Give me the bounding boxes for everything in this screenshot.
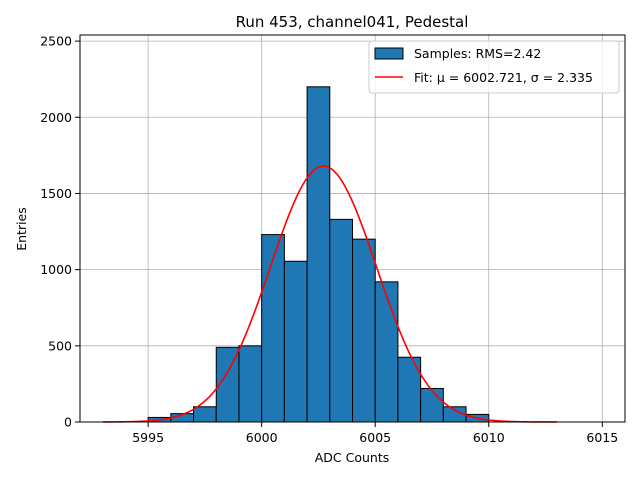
histogram-bar (352, 238, 376, 423)
x-tick-label: 5995 (132, 430, 164, 445)
histogram-bar (420, 387, 444, 423)
y-tick-label: 500 (48, 338, 72, 353)
x-tick-label: 6000 (246, 430, 278, 445)
x-axis-title: ADC Counts (315, 450, 390, 465)
x-tick-label: 6005 (359, 430, 391, 445)
histogram-bar (283, 260, 308, 423)
x-tick-label: 6015 (586, 430, 618, 445)
histogram-bar (238, 345, 263, 423)
legend-label-fit: Fit: μ = 6002.721, σ = 2.335 (414, 70, 593, 85)
y-tick-label: 2000 (40, 110, 72, 125)
axis-ticks: 5995 6000 6005 6010 6015 0 500 1000 1500 2000 2500 (40, 34, 618, 445)
legend-frame (368, 40, 620, 94)
histogram-bar (193, 406, 217, 423)
y-tick-label: 0 (64, 415, 72, 430)
chart-title: Run 453, channel041, Pedestal (236, 13, 469, 31)
y-axis-title: Entries (14, 207, 29, 251)
histogram-bars (147, 86, 490, 423)
fit-curve-group (102, 165, 557, 423)
histogram-bar (306, 86, 331, 423)
histogram-bar (261, 234, 285, 423)
legend-label-samples: Samples: RMS=2.42 (414, 46, 541, 61)
histogram-bar (329, 218, 353, 423)
legend: Samples: RMS=2.42 Fit: μ = 6002.721, σ =… (368, 40, 620, 94)
legend-swatch-samples (374, 47, 404, 60)
gaussian-fit-curve (102, 165, 557, 423)
y-tick-label: 1000 (40, 262, 72, 277)
y-tick-label: 2500 (40, 34, 72, 49)
y-tick-label: 1500 (40, 186, 72, 201)
histogram-bar (374, 281, 399, 423)
plot-frame (79, 34, 626, 423)
x-tick-label: 6010 (473, 430, 505, 445)
